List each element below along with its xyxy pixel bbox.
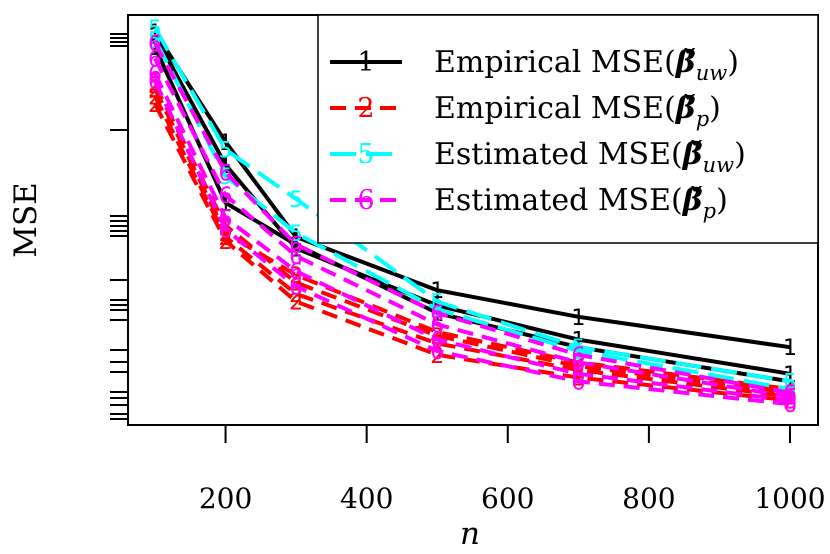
legend: 1 Empirical MSE(β̌uw) 2 Empirical MSE(β̌p) 5…: [317, 14, 819, 244]
point-marker: 5: [289, 222, 303, 247]
series-line: [153, 103, 791, 403]
point-marker: 6: [148, 70, 162, 95]
point-marker: 6: [148, 47, 162, 72]
legend-symbol: 1: [357, 47, 374, 78]
series-line: [153, 80, 791, 407]
legend-entry-1: 1 Empirical MSE(β̌uw): [330, 45, 739, 85]
point-marker: 6: [783, 389, 797, 414]
legend-label: Empirical MSE(β̌uw): [434, 45, 739, 85]
legend-label: Estimated MSE(β̌p): [434, 183, 728, 223]
point-marker: 5: [430, 298, 444, 323]
point-marker: 6: [571, 351, 585, 376]
point-marker: 2: [148, 93, 162, 118]
legend-entry-4: 6 Estimated MSE(β̌p): [330, 183, 728, 223]
point-marker: 6: [219, 184, 233, 209]
point-marker: 2: [219, 230, 233, 255]
point-marker: 6: [289, 275, 303, 300]
series-line: [153, 30, 791, 350]
point-marker: 6: [219, 218, 233, 243]
legend-entry-3: 5 Estimated MSE(β̌uw): [330, 137, 746, 177]
series-line: [153, 72, 791, 403]
x-axis-title: n: [460, 516, 480, 552]
point-marker: 2: [289, 291, 303, 316]
legend-symbol: 2: [357, 93, 374, 124]
point-marker: 6: [430, 302, 444, 327]
series-line: [153, 42, 791, 395]
point-marker: 6: [571, 370, 585, 395]
point-marker: 5: [148, 17, 162, 42]
x-tick-label: 800: [622, 482, 675, 515]
x-tick-label: 600: [481, 482, 534, 515]
series-line: [153, 95, 791, 399]
point-marker: 6: [148, 32, 162, 57]
series-line: [153, 26, 791, 384]
y-axis: [110, 33, 128, 420]
point-marker: 2: [430, 325, 444, 350]
x-axis: 200 400 600 800 1000: [199, 425, 826, 515]
point-marker: 6: [289, 234, 303, 259]
legend-symbol: 6: [357, 185, 374, 216]
point-marker: 1: [571, 306, 585, 331]
point-marker: 6: [430, 313, 444, 338]
legend-label: Estimated MSE(β̌uw): [434, 137, 746, 177]
legend-entry-2: 2 Empirical MSE(β̌p): [330, 91, 721, 131]
point-marker: 5: [289, 188, 303, 213]
legend-box: [317, 14, 819, 244]
point-marker: 6: [289, 260, 303, 285]
point-marker: 6: [219, 161, 233, 186]
point-marker: 1: [219, 131, 233, 156]
y-axis-title: MSE: [8, 182, 44, 258]
x-tick-label: 1000: [754, 482, 825, 515]
point-marker: 6: [430, 340, 444, 365]
legend-symbol: 5: [357, 139, 374, 170]
x-tick-label: 400: [340, 482, 393, 515]
point-marker: 5: [219, 139, 233, 164]
point-marker: 6: [148, 63, 162, 88]
legend-label: Empirical MSE(β̌p): [434, 91, 721, 131]
point-marker: 1: [289, 234, 303, 259]
series-line: [153, 57, 791, 399]
series-layer: 1111111111111111112222222222222222222222…: [148, 17, 797, 418]
point-marker: 5: [571, 340, 585, 365]
point-marker: 6: [289, 245, 303, 270]
point-marker: 1: [783, 336, 797, 361]
x-tick-label: 200: [199, 482, 252, 515]
point-marker: 6: [783, 393, 797, 418]
series-line: [153, 38, 791, 391]
point-marker: 5: [219, 165, 233, 190]
